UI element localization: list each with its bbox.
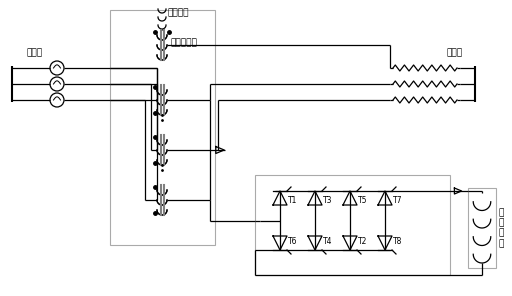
Text: 串联变压器: 串联变压器	[170, 38, 197, 47]
Text: 直
流
电
感: 直 流 电 感	[499, 208, 504, 248]
Text: T1: T1	[288, 195, 297, 205]
Text: 串联电抗: 串联电抗	[167, 8, 188, 17]
Text: T3: T3	[323, 195, 332, 205]
Bar	[468, 188, 496, 268]
Bar	[255, 175, 450, 275]
Text: T6: T6	[288, 237, 297, 245]
Text: T5: T5	[358, 195, 368, 205]
Text: T7: T7	[393, 195, 402, 205]
Text: T2: T2	[358, 237, 368, 245]
Text: 电源端: 电源端	[27, 48, 43, 57]
Text: T4: T4	[323, 237, 332, 245]
Text: 负载端: 负载端	[447, 48, 463, 57]
Bar	[110, 10, 215, 245]
Text: T8: T8	[393, 237, 402, 245]
